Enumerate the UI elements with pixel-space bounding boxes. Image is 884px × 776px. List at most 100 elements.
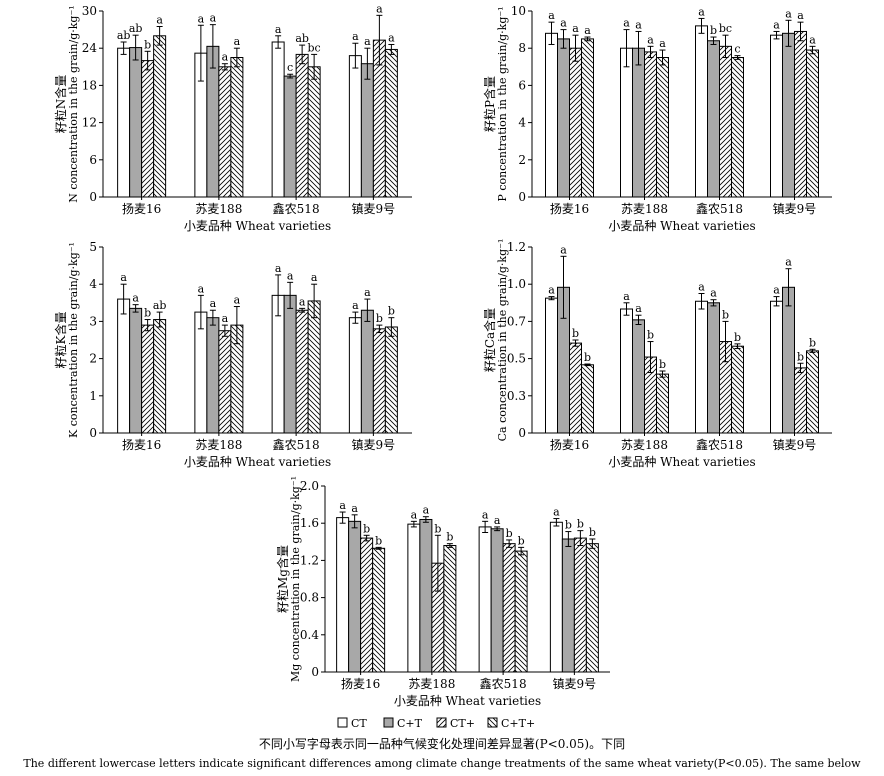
- bar: [295, 309, 309, 434]
- bar: [283, 75, 297, 198]
- significance-letter: a: [635, 302, 642, 315]
- x-tick-label: 镇麦9号: [553, 677, 597, 691]
- significance-letter: b: [572, 327, 579, 340]
- significance-letter: a: [482, 508, 489, 521]
- y-tick-label: 30: [82, 4, 97, 18]
- y-tick-label: 0.7: [507, 314, 526, 328]
- significance-letter: b: [734, 331, 741, 344]
- y-tick-label: 0: [89, 190, 97, 204]
- y-axis-label-en: P concentration in the grain/g·kg⁻¹: [496, 6, 509, 201]
- bar: [360, 63, 374, 198]
- bar: [206, 317, 220, 434]
- y-tick-label: 18: [82, 78, 97, 92]
- y-tick-label: 0.5: [507, 352, 526, 366]
- bar: [794, 367, 807, 434]
- bar: [360, 309, 374, 434]
- bar: [770, 34, 783, 198]
- significance-letter: bc: [308, 41, 321, 54]
- significance-letter: a: [210, 12, 217, 25]
- significance-letter: b: [577, 518, 584, 531]
- bar: [218, 330, 232, 434]
- y-tick-label: 1.6: [300, 516, 319, 530]
- bar: [218, 66, 232, 198]
- x-tick-label: 鑫农518: [480, 676, 527, 691]
- bar: [620, 47, 633, 198]
- significance-letter: a: [234, 35, 241, 48]
- significance-letter: a: [299, 295, 306, 308]
- bar: [271, 41, 285, 198]
- significance-letter: b: [659, 358, 666, 371]
- x-tick-label: 鑫农518: [273, 201, 320, 216]
- chart-panel-2: 0 2 4 6 8 10 籽粒P含量 P concentration in the grain…: [482, 4, 832, 233]
- bar: [307, 300, 321, 434]
- significance-letter: a: [710, 287, 717, 300]
- bar: [731, 57, 744, 198]
- bar: [502, 543, 516, 673]
- significance-letter: b: [710, 24, 717, 37]
- bar: [129, 47, 143, 198]
- bar: [573, 537, 587, 673]
- bar: [644, 51, 657, 198]
- bar: [545, 32, 558, 198]
- y-axis-label-zh: 籽粒P含量: [482, 76, 497, 132]
- bar: [585, 543, 599, 673]
- y-tick-label: 1.2: [300, 553, 319, 567]
- bar: [569, 47, 582, 198]
- bar: [295, 53, 309, 198]
- y-tick-label: 0: [311, 665, 319, 679]
- chart-panel-5: 0 0.4 0.8 1.2 1.6 2.0 籽粒Mg含量 Mg concentration i…: [275, 476, 610, 708]
- bar: [656, 57, 669, 198]
- y-tick-label: 1.2: [507, 240, 526, 254]
- y-tick-label: 2.0: [300, 479, 319, 493]
- significance-letter: b: [446, 531, 453, 544]
- bar: [569, 342, 582, 434]
- x-tick-label: 镇麦9号: [352, 202, 396, 216]
- bar: [695, 300, 708, 434]
- y-tick-label: 3: [89, 314, 97, 328]
- bar: [348, 317, 362, 434]
- x-tick-label: 扬麦16: [122, 201, 161, 216]
- bar: [348, 520, 362, 673]
- x-tick-label: 扬麦16: [341, 676, 380, 691]
- y-tick-label: 12: [82, 116, 97, 130]
- y-tick-label: 4: [518, 116, 526, 130]
- bar: [719, 45, 732, 198]
- bar: [384, 326, 398, 434]
- x-tick-label: 扬麦16: [550, 437, 589, 452]
- y-tick-label: 5: [89, 240, 97, 254]
- x-tick-label: 镇麦9号: [352, 438, 396, 452]
- significance-letter: a: [698, 281, 705, 294]
- legend-swatch-ct-t-plus: [487, 717, 498, 728]
- bar: [707, 302, 720, 434]
- significance-letter: b: [584, 351, 591, 364]
- significance-letter: ab: [117, 29, 131, 42]
- significance-letter: bc: [719, 22, 732, 35]
- significance-letter: a: [311, 271, 318, 284]
- y-axis-label-en: K concentration in the grain/g·kg⁻¹: [67, 242, 80, 438]
- significance-letter: c: [734, 43, 740, 56]
- bar: [490, 528, 504, 673]
- significance-letter: a: [222, 312, 229, 325]
- y-axis-label-zh: 籽粒Mg含量: [275, 545, 290, 613]
- x-tick-label: 镇麦9号: [773, 438, 817, 452]
- significance-letter: a: [376, 2, 383, 15]
- bar: [153, 319, 167, 434]
- bar: [514, 550, 528, 673]
- significance-letter: a: [773, 18, 780, 31]
- significance-letter: a: [659, 37, 666, 50]
- legend-label-ct-t: C+T: [397, 717, 423, 730]
- bar: [407, 523, 421, 673]
- significance-letter: a: [584, 24, 591, 37]
- significance-letter: b: [589, 526, 596, 539]
- bar: [372, 328, 386, 434]
- significance-letter: a: [560, 243, 567, 256]
- y-tick-label: 0: [518, 426, 526, 440]
- legend-swatch-ct-t: [383, 717, 394, 728]
- x-tick-label: 苏麦188: [621, 202, 668, 216]
- y-axis-label-en: N concentration in the grain/g·kg⁻¹: [67, 5, 80, 202]
- x-axis-label: 小麦品种 Wheat varieties: [184, 455, 331, 469]
- significance-letter: a: [548, 9, 555, 22]
- significance-letter: a: [132, 292, 139, 305]
- bar: [695, 25, 708, 198]
